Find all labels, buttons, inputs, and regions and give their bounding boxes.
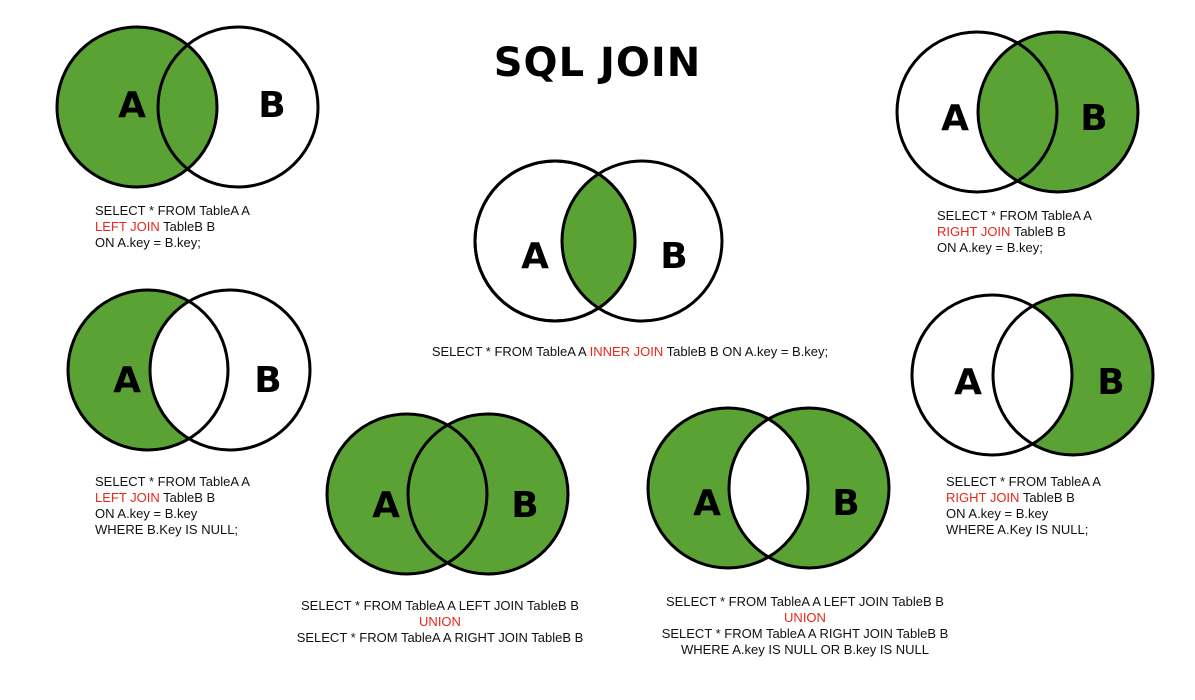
circle-a-outline — [66, 288, 230, 452]
circle-b — [148, 288, 312, 452]
sql-left-only: SELECT * FROM TableA A LEFT JOIN TableB B… — [95, 474, 250, 538]
sql-text: TableB B — [1019, 490, 1075, 505]
sql-inner-join: SELECT * FROM TableA A INNER JOIN TableB… — [380, 344, 880, 360]
label-b: B — [832, 483, 859, 524]
label-b: B — [511, 485, 538, 526]
sql-text: TableB B — [1010, 224, 1066, 239]
circle-b-cut — [150, 290, 228, 450]
venn-inner-join: A B — [473, 159, 724, 323]
sql-text: TableB B ON A.key = B.key; — [663, 344, 829, 359]
sql-text: SELECT * FROM TableA A RIGHT JOIN TableB… — [661, 626, 949, 641]
sql-keyword: RIGHT JOIN — [946, 490, 1020, 505]
sql-right-only: SELECT * FROM TableA A RIGHT JOIN TableB … — [946, 474, 1101, 538]
sql-line: RIGHT JOIN TableB B — [937, 224, 1092, 240]
circle-a — [57, 27, 217, 187]
circle-b-outline — [991, 293, 1155, 457]
circle-b-outline — [406, 412, 570, 576]
page-title: SQL JOIN — [493, 40, 702, 86]
sql-line: UNION — [630, 610, 980, 626]
sql-line: ON A.key = B.key — [946, 506, 1101, 522]
label-a: A — [118, 85, 146, 126]
label-b: B — [254, 360, 281, 401]
venn-right-join: A B — [895, 30, 1140, 194]
sql-line: SELECT * FROM TableA A RIGHT JOIN TableB… — [630, 626, 980, 642]
circle-b — [156, 25, 320, 189]
label-a: A — [521, 236, 549, 277]
sql-text: WHERE A.key IS NULL OR B.key IS NULL — [680, 642, 930, 657]
sql-line: WHERE B.Key IS NULL; — [95, 522, 250, 538]
sql-text: ON A.key = B.key — [95, 506, 198, 521]
sql-line: ON A.key = B.key; — [937, 240, 1092, 256]
sql-left-join: SELECT * FROM TableA A LEFT JOIN TableB B… — [95, 203, 250, 251]
intersection-cut — [729, 408, 808, 568]
sql-keyword: UNION — [784, 610, 826, 625]
venn-full-outer-join: A B — [325, 412, 570, 576]
venn-full-outer-exclusive: A B — [646, 406, 891, 570]
sql-line: ON A.key = B.key; — [95, 235, 250, 251]
sql-keyword: LEFT JOIN — [95, 490, 160, 505]
sql-line: LEFT JOIN TableB B — [95, 490, 250, 506]
circle-a-outline — [646, 406, 810, 570]
circle-b — [560, 159, 724, 323]
circle-b-outline — [976, 30, 1140, 194]
sql-keyword: INNER JOIN — [589, 344, 664, 359]
sql-line: WHERE A.Key IS NULL; — [946, 522, 1101, 538]
sql-text: SELECT * FROM TableA A — [946, 474, 1101, 489]
sql-text: TableB B — [159, 219, 216, 234]
sql-text: WHERE B.Key IS NULL; — [95, 522, 239, 537]
sql-line: SELECT * FROM TableA A — [946, 474, 1101, 490]
circle-a — [910, 293, 1074, 457]
sql-line: WHERE A.key IS NULL OR B.key IS NULL — [630, 642, 980, 658]
sql-text: SELECT * FROM TableA A RIGHT JOIN TableB… — [296, 630, 584, 645]
sql-line: ON A.key = B.key — [95, 506, 250, 522]
venn-right-only: A B — [910, 293, 1155, 457]
sql-line: SELECT * FROM TableA A LEFT JOIN TableB … — [270, 598, 610, 614]
venn-left-only: A B — [66, 288, 312, 452]
sql-line: SELECT * FROM TableA A INNER JOIN TableB… — [380, 344, 880, 360]
label-b: B — [660, 236, 687, 277]
sql-text: SELECT * FROM TableA A LEFT JOIN TableB … — [666, 594, 944, 609]
sql-text: SELECT * FROM TableA A — [937, 208, 1092, 223]
sql-line: RIGHT JOIN TableB B — [946, 490, 1101, 506]
sql-full-outer-join: SELECT * FROM TableA A LEFT JOIN TableB … — [270, 598, 610, 646]
label-a: A — [954, 362, 982, 403]
circle-a — [895, 30, 1059, 194]
sql-right-join: SELECT * FROM TableA A RIGHT JOIN TableB … — [937, 208, 1092, 256]
circle-b-outline — [727, 406, 891, 570]
sql-text: TableB B — [159, 490, 216, 505]
label-a: A — [941, 98, 969, 139]
sql-text: SELECT * FROM TableA A — [95, 203, 250, 218]
venn-left-join: A B — [55, 25, 320, 189]
label-a: A — [372, 485, 400, 526]
sql-text: ON A.key = B.key; — [937, 240, 1043, 255]
label-b: B — [1097, 362, 1124, 403]
sql-text: WHERE A.Key IS NULL; — [946, 522, 1089, 537]
sql-keyword: UNION — [419, 614, 461, 629]
sql-line: LEFT JOIN TableB B — [95, 219, 250, 235]
sql-line: SELECT * FROM TableA A LEFT JOIN TableB … — [630, 594, 980, 610]
sql-text: SELECT * FROM TableA A — [95, 474, 250, 489]
circle-a-outline — [55, 25, 219, 189]
label-b: B — [1080, 98, 1107, 139]
sql-text: SELECT * FROM TableA A — [431, 344, 590, 359]
sql-full-outer-exclusive: SELECT * FROM TableA A LEFT JOIN TableB … — [630, 594, 980, 658]
sql-line: SELECT * FROM TableA A — [95, 474, 250, 490]
sql-line: SELECT * FROM TableA A — [937, 208, 1092, 224]
intersection — [562, 161, 635, 321]
label-a: A — [113, 360, 141, 401]
sql-text: ON A.key = B.key; — [95, 235, 201, 250]
sql-line: UNION — [270, 614, 610, 630]
sql-text: ON A.key = B.key — [946, 506, 1049, 521]
sql-line: SELECT * FROM TableA A RIGHT JOIN TableB… — [270, 630, 610, 646]
sql-text: SELECT * FROM TableA A LEFT JOIN TableB … — [301, 598, 579, 613]
circle-a-outline — [473, 159, 637, 323]
circle-a-outline — [325, 412, 489, 576]
label-b: B — [258, 85, 285, 126]
sql-line: SELECT * FROM TableA A — [95, 203, 250, 219]
sql-keyword: RIGHT JOIN — [937, 224, 1011, 239]
sql-keyword: LEFT JOIN — [95, 219, 160, 234]
label-a: A — [693, 483, 721, 524]
